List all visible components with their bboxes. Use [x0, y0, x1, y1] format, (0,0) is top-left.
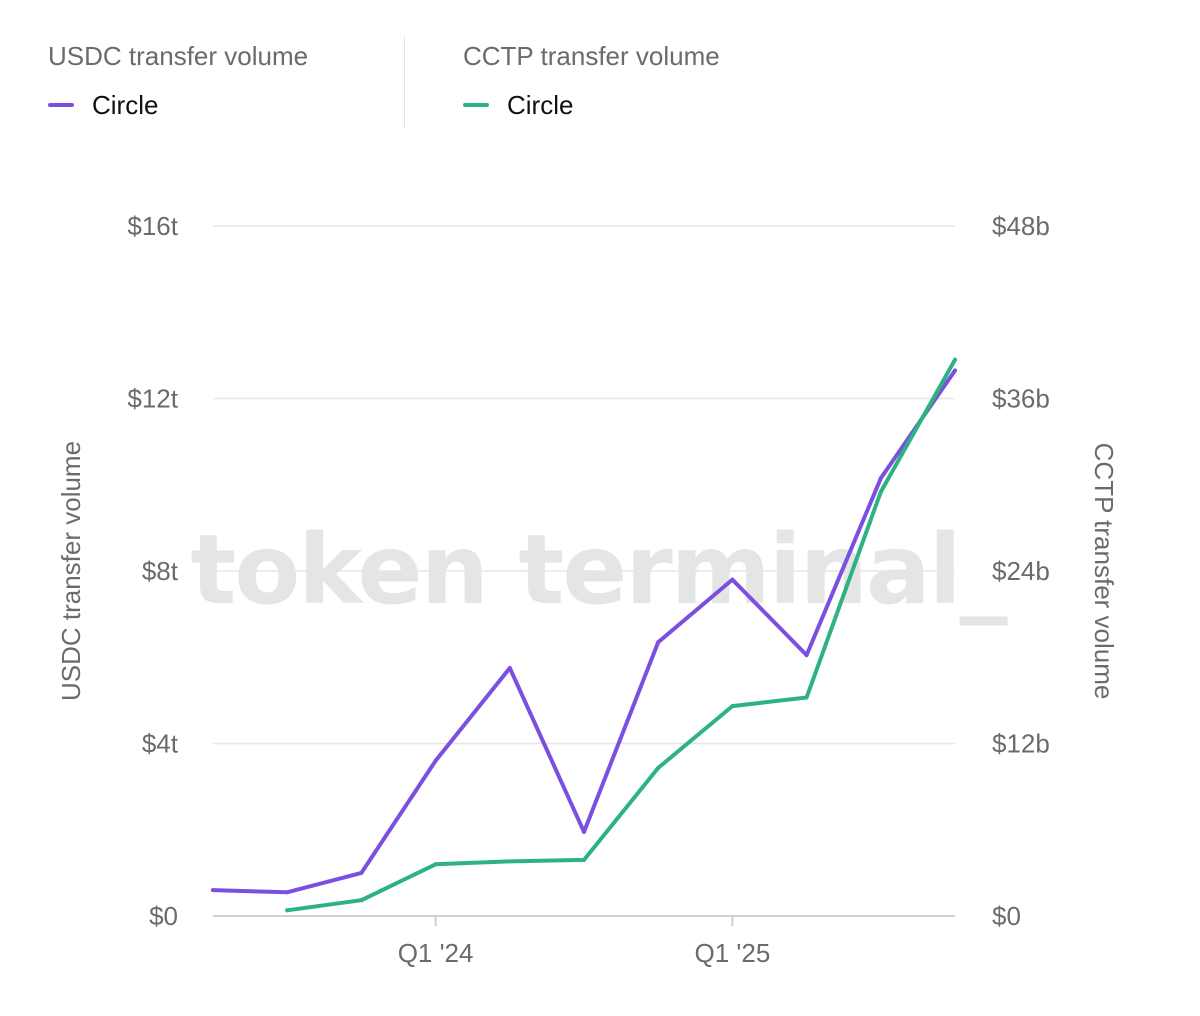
x-tick-label: Q1 '25: [695, 938, 771, 968]
left-axis-ticks: $0 $4t $8t $12t $16t: [127, 211, 178, 931]
left-tick-label: $4t: [142, 729, 179, 759]
data-point-usdc: [285, 890, 290, 895]
series-line-cctp: [285, 357, 957, 913]
data-point-usdc: [730, 577, 735, 582]
right-tick-label: $48b: [992, 211, 1050, 241]
legend-title-usdc: USDC transfer volume: [48, 41, 309, 71]
data-point-cctp: [582, 857, 586, 862]
data-point-usdc: [878, 476, 883, 481]
data-point-usdc: [656, 640, 661, 645]
legend-entry-usdc[interactable]: Circle: [48, 88, 404, 122]
data-point-usdc: [359, 870, 364, 875]
right-tick-label: $24b: [992, 556, 1050, 586]
chart-legend: USDC transfer volume Circle CCTP transfe…: [48, 36, 863, 128]
legend-group-cctp: CCTP transfer volume Circle: [404, 36, 863, 128]
series-line-usdc: [211, 368, 957, 895]
left-tick-label: $8t: [142, 556, 179, 586]
legend-group-usdc: USDC transfer volume Circle: [48, 36, 404, 128]
data-point-cctp: [804, 695, 809, 700]
right-axis-ticks: $0 $12b $24b $36b $48b: [992, 211, 1050, 931]
right-axis-title: CCTP transfer volume: [1089, 443, 1119, 700]
series-lines: [211, 357, 957, 913]
data-point-usdc: [953, 368, 957, 373]
data-point-cctp: [878, 489, 883, 494]
left-tick-label: $16t: [127, 211, 178, 241]
data-point-cctp: [953, 357, 957, 362]
left-axis-title: USDC transfer volume: [56, 441, 86, 701]
left-tick-label: $0: [149, 901, 178, 931]
legend-title-cctp: CCTP transfer volume: [463, 41, 720, 71]
gridlines: [213, 225, 955, 917]
data-point-usdc: [582, 829, 586, 834]
legend-swatch-usdc: [48, 103, 74, 107]
left-tick-label: $12t: [127, 384, 178, 414]
data-point-cctp: [507, 859, 512, 864]
data-point-cctp: [656, 765, 661, 770]
watermark-text: token terminal_: [190, 514, 1007, 626]
x-axis-ticks: Q1 '24 Q1 '25: [398, 916, 771, 968]
data-point-cctp: [359, 898, 364, 903]
data-point-usdc: [211, 888, 215, 893]
data-point-cctp: [433, 862, 438, 867]
legend-swatch-cctp: [463, 103, 489, 107]
data-point-cctp: [285, 908, 290, 913]
data-point-usdc: [804, 653, 809, 658]
data-point-usdc: [507, 666, 512, 671]
data-point-cctp: [730, 704, 735, 709]
x-tick-label: Q1 '24: [398, 938, 474, 968]
legend-label-usdc: Circle: [92, 90, 159, 120]
legend-entry-cctp[interactable]: Circle: [463, 88, 863, 122]
right-tick-label: $0: [992, 901, 1021, 931]
right-tick-label: $36b: [992, 384, 1050, 414]
data-point-usdc: [433, 758, 438, 763]
legend-label-cctp: Circle: [507, 90, 574, 120]
right-tick-label: $12b: [992, 729, 1050, 759]
